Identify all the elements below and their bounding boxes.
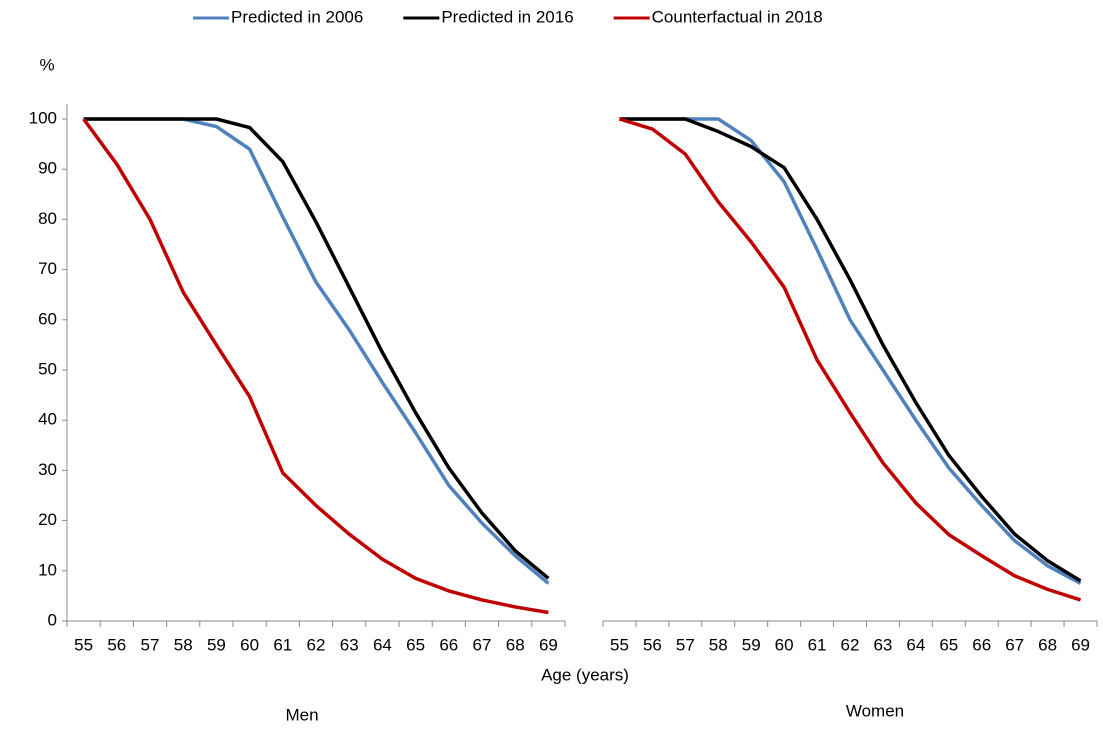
y-tick-label: 10 — [38, 560, 57, 579]
x-tick-label: 60 — [775, 635, 794, 654]
series-line — [619, 117, 1082, 583]
x-tick-label: 57 — [676, 635, 695, 654]
x-tick-label: 63 — [340, 635, 359, 654]
x-tick-label: 69 — [539, 635, 558, 654]
y-tick-label: 100 — [29, 108, 57, 127]
x-tick-label: 69 — [1071, 635, 1090, 654]
y-tick-label: 0 — [48, 610, 57, 629]
x-tick-label: 58 — [174, 635, 193, 654]
x-tick-label: 64 — [906, 635, 925, 654]
y-axis-label: % — [39, 55, 54, 74]
y-tick-label: 50 — [38, 359, 57, 378]
panel-title: Men — [285, 705, 318, 724]
y-tick-label: 90 — [38, 159, 57, 178]
legend-label: Predicted in 2006 — [231, 7, 363, 26]
x-tick-label: 58 — [709, 635, 728, 654]
y-tick-label: 40 — [38, 410, 57, 429]
x-tick-label: 68 — [1038, 635, 1057, 654]
x-tick-label: 56 — [107, 635, 126, 654]
series-line — [83, 117, 550, 585]
legend-label: Counterfactual in 2018 — [652, 7, 823, 26]
panel-title: Women — [846, 701, 904, 720]
series-line — [83, 117, 550, 580]
x-tick-label: 62 — [307, 635, 326, 654]
y-tick-label: 20 — [38, 510, 57, 529]
x-tick-label: 65 — [939, 635, 958, 654]
legend-label: Predicted in 2016 — [441, 7, 573, 26]
y-tick-label: 70 — [38, 259, 57, 278]
x-tick-label: 67 — [1005, 635, 1024, 654]
x-tick-label: 56 — [643, 635, 662, 654]
x-tick-label: 64 — [373, 635, 392, 654]
x-tick-label: 59 — [207, 635, 226, 654]
x-tick-label: 59 — [742, 635, 761, 654]
x-tick-label: 61 — [808, 635, 827, 654]
y-tick-label: 30 — [38, 460, 57, 479]
x-tick-label: 62 — [841, 635, 860, 654]
y-tick-label: 60 — [38, 309, 57, 328]
x-tick-label: 65 — [406, 635, 425, 654]
x-axis-label: Age (years) — [541, 665, 629, 684]
y-tick-label: 80 — [38, 209, 57, 228]
x-tick-label: 68 — [506, 635, 525, 654]
x-tick-label: 55 — [74, 635, 93, 654]
x-tick-label: 57 — [141, 635, 160, 654]
x-tick-label: 61 — [273, 635, 292, 654]
x-tick-label: 63 — [873, 635, 892, 654]
series-line — [619, 117, 1082, 585]
x-tick-label: 55 — [610, 635, 629, 654]
series-line — [618, 117, 1082, 602]
x-tick-label: 67 — [473, 635, 492, 654]
x-tick-label: 66 — [972, 635, 991, 654]
series-line — [82, 117, 549, 615]
x-tick-label: 66 — [439, 635, 458, 654]
x-tick-label: 60 — [240, 635, 259, 654]
